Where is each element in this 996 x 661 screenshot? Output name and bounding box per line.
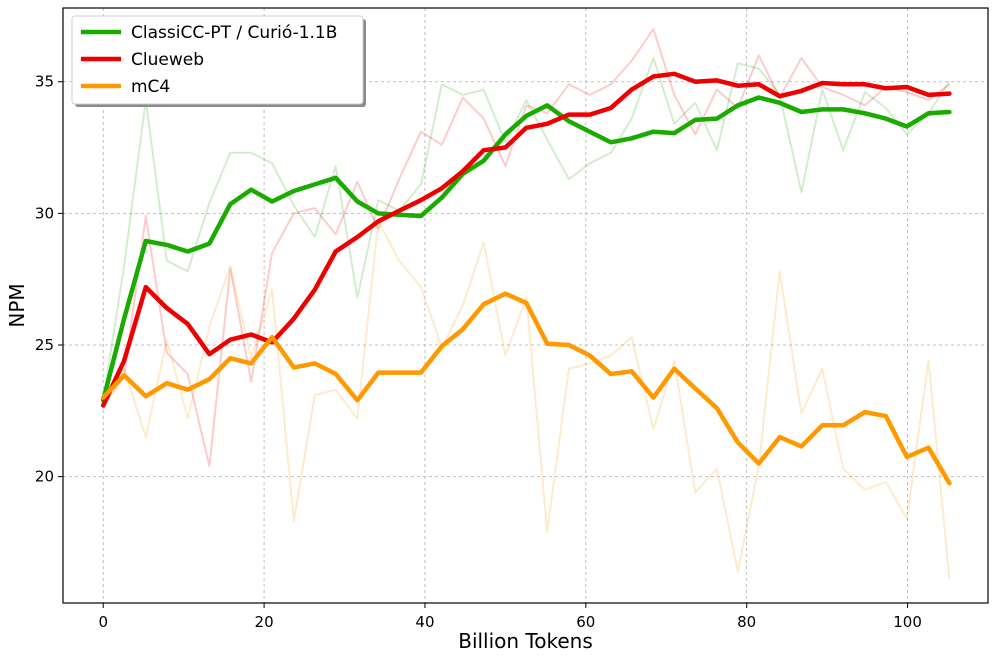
- y-tick-label: 20: [35, 468, 54, 486]
- axis-ticks: 0 20 40 60 80 100 20 25 30 35: [35, 73, 922, 631]
- x-tick-label: 80: [737, 613, 756, 631]
- x-tick-label: 100: [893, 613, 922, 631]
- legend: ClassiCC-PT / Curió-1.1B Clueweb mC4: [71, 15, 366, 107]
- legend-label-0: ClassiCC-PT / Curió-1.1B: [131, 23, 337, 43]
- series-raw-line-2: [102, 220, 951, 580]
- x-tick-label: 60: [576, 613, 595, 631]
- series-smoothed-line-0: [100, 95, 952, 403]
- series-raw-line-1: [102, 28, 951, 468]
- raw-series-lines: [102, 28, 951, 580]
- series-smoothed-line-1: [100, 71, 952, 408]
- smoothed-series-lines: [100, 71, 952, 486]
- x-tick-label: 40: [415, 613, 434, 631]
- legend-box: [71, 15, 364, 105]
- x-tick-label: 0: [98, 613, 108, 631]
- x-tick-label: 20: [255, 613, 274, 631]
- series-smoothed-line-2: [100, 291, 952, 486]
- series-raw-line-0: [102, 57, 951, 401]
- y-axis-label: NPM: [5, 283, 29, 327]
- legend-label-2: mC4: [131, 77, 170, 97]
- y-tick-label: 30: [35, 204, 54, 222]
- x-axis-label: Billion Tokens: [458, 629, 593, 653]
- y-tick-label: 35: [35, 73, 54, 91]
- plot-frame: [62, 7, 989, 604]
- legend-label-1: Clueweb: [131, 50, 204, 70]
- y-tick-label: 25: [35, 336, 54, 354]
